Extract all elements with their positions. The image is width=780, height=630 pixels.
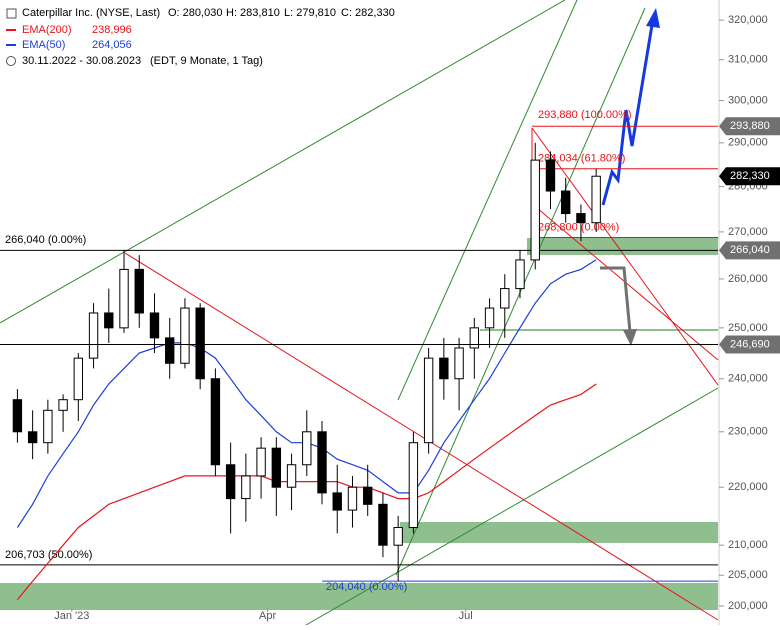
candle-body: [378, 503, 388, 546]
legend-title: Caterpillar Inc. (NYSE, Last): [22, 7, 160, 19]
price-tag-label: 293,880: [730, 120, 770, 132]
support-zone: [400, 522, 718, 543]
x-tick-label: Jan '23: [54, 610, 89, 622]
price-tag: [719, 241, 780, 260]
y-tick-label: 230,000: [728, 426, 768, 438]
candle-body: [317, 431, 327, 494]
candle-body: [119, 268, 129, 329]
ohlc: L: 279,810: [284, 7, 336, 19]
legend-bg: [0, 0, 410, 70]
candle-body: [484, 307, 495, 329]
legend: Caterpillar Inc. (NYSE, Last) O: 280,030…: [0, 0, 410, 70]
candle-body: [561, 190, 571, 215]
candle-body: [271, 447, 282, 488]
price-tag: [719, 167, 780, 186]
candle-body: [27, 431, 38, 444]
y-tick-label: 250,000: [728, 322, 768, 334]
y-tick-label: 210,000: [728, 539, 768, 551]
y-tick-label: 205,000: [728, 569, 768, 581]
candle-body: [210, 378, 221, 466]
candle-body: [545, 159, 556, 192]
price-tag-label: 246,690: [730, 338, 770, 350]
candle-body: [256, 447, 266, 477]
candle-body: [302, 431, 312, 466]
y-tick-label: 200,000: [728, 600, 768, 612]
y-tick-label: 240,000: [728, 373, 768, 385]
level-label: 293,880 (100.00%): [538, 109, 632, 121]
candle-body: [43, 409, 53, 444]
x-tick-label: Apr: [259, 610, 276, 622]
period: 30.11.2022 - 30.08.2023: [22, 55, 141, 67]
icon: [6, 8, 17, 19]
candle-body: [469, 327, 480, 349]
ema-line: [16, 383, 597, 601]
y-tick-label: 310,000: [728, 54, 768, 66]
y-tick-label: 300,000: [728, 94, 768, 106]
candle-body: [180, 307, 190, 364]
arrow-head: [646, 8, 660, 28]
candle-body: [454, 347, 464, 380]
trend-line: [536, 207, 719, 361]
candle-body: [347, 486, 358, 511]
legend-value: 238,996: [92, 24, 132, 36]
trend-line: [0, 0, 566, 324]
candle-body: [286, 464, 297, 488]
candle-body: [104, 312, 114, 329]
trend-line: [397, 0, 578, 401]
candle-body: [58, 399, 68, 411]
forecast-arrow: [600, 266, 632, 333]
candle-body: [332, 492, 342, 511]
drawings: [0, 0, 719, 626]
candle-body: [500, 288, 510, 309]
candle-body: [576, 213, 586, 224]
candle-body: [363, 486, 373, 505]
candle-body: [165, 337, 175, 364]
trend-line: [305, 387, 719, 626]
candle-body: [149, 312, 160, 339]
support-zone: [0, 583, 718, 610]
candle-body: [12, 399, 23, 433]
level-label: 284,034 (61.80%): [538, 153, 625, 165]
y-tick-label: 270,000: [728, 226, 768, 238]
ohlc: O: 280,030: [168, 7, 222, 19]
price-tag: [719, 117, 780, 136]
candle-body: [530, 159, 540, 261]
y-tick-label: 320,000: [728, 14, 768, 26]
candle-body: [393, 527, 403, 546]
candle-body: [515, 259, 525, 290]
plot-layer: Jan '23 Apr Jul 266,040 (0.00%) 206,703 (50.…: [0, 109, 718, 622]
price-tag-label: 282,330: [730, 170, 770, 182]
level-label: 268,800 (0.00%): [538, 221, 619, 233]
ohlc: C: 282,330: [341, 7, 395, 19]
y-tick-label: 220,000: [728, 481, 768, 493]
candle-body: [73, 357, 84, 401]
period-note: (EDT, 9 Monate, 1 Tag): [150, 55, 263, 67]
clock-icon: [6, 56, 16, 66]
candle-body: [241, 475, 251, 500]
candle-body: [225, 464, 236, 500]
candle-body: [591, 175, 601, 224]
legend-value: 264,056: [92, 39, 132, 51]
arrow-head: [623, 329, 637, 346]
ohlc: H: 283,810: [226, 7, 280, 19]
candle-body: [439, 357, 449, 380]
y-tick-label: 290,000: [728, 137, 768, 149]
trend-line: [124, 252, 719, 621]
legend-label: EMA(200): [22, 24, 72, 36]
level-label: 266,040 (0.00%): [5, 234, 86, 246]
level-label: 204,040 (0.00%): [326, 581, 407, 593]
candle-body: [408, 442, 419, 529]
x-tick-label: Jul: [459, 610, 473, 622]
candle-body: [88, 312, 99, 359]
level-label: 206,703 (50.00%): [5, 549, 92, 561]
trend-line: [531, 127, 719, 386]
price-tag-label: 266,040: [730, 244, 770, 256]
price-tag: [719, 335, 780, 354]
candle-body: [195, 307, 205, 380]
legend-label: EMA(50): [22, 39, 65, 51]
candle-body: [134, 268, 144, 314]
y-tick-label: 260,000: [728, 273, 768, 285]
candle-body: [423, 357, 434, 444]
